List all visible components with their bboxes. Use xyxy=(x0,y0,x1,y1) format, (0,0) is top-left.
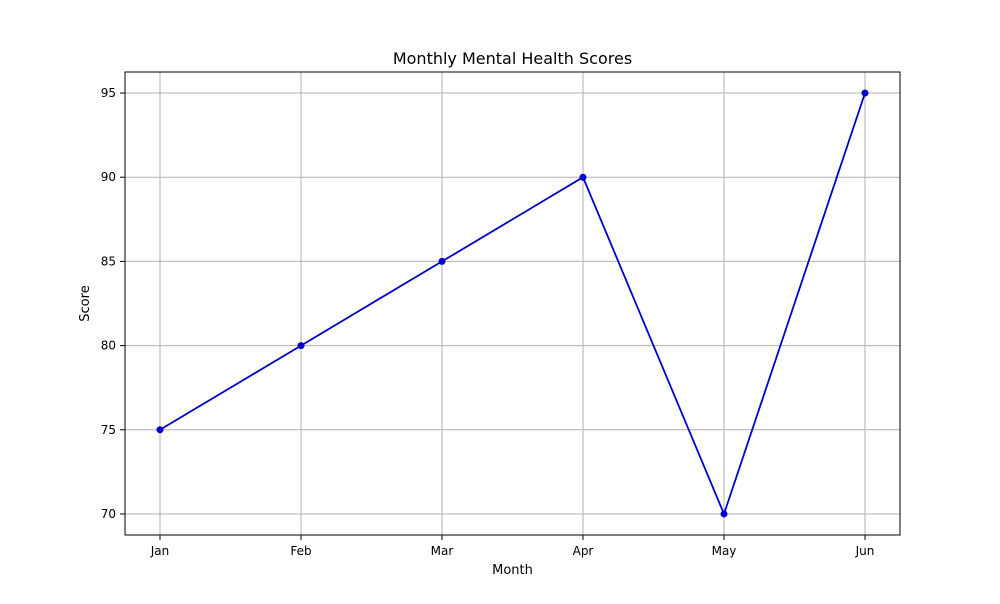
data-point xyxy=(720,510,728,518)
y-tick-label: 95 xyxy=(101,86,116,100)
x-tick-label: Jun xyxy=(855,544,875,558)
y-tick-label: 85 xyxy=(101,254,116,268)
data-point xyxy=(861,89,869,97)
y-tick-label: 75 xyxy=(101,423,116,437)
plot-frame xyxy=(124,71,901,536)
y-tick-label: 70 xyxy=(101,507,116,521)
y-axis-label: Score xyxy=(78,285,93,321)
data-point-layer xyxy=(156,89,869,518)
chart-title: Monthly Mental Health Scores xyxy=(393,49,632,68)
y-tick-label: 90 xyxy=(101,170,116,184)
x-tick-label: Jan xyxy=(150,544,170,558)
x-tick-label: Feb xyxy=(290,544,311,558)
data-point xyxy=(438,257,446,265)
data-point xyxy=(156,426,164,434)
x-tick-label: Mar xyxy=(431,544,454,558)
series-line xyxy=(159,92,866,517)
y-tick-label: 80 xyxy=(101,339,116,353)
x-axis-label: Month xyxy=(492,563,533,578)
x-tick-label: Apr xyxy=(573,544,594,558)
x-tick-label: May xyxy=(712,544,737,558)
x-axis-ticks: Jan Feb Mar Apr May Jun xyxy=(150,535,875,558)
data-point xyxy=(297,342,305,350)
data-point xyxy=(579,173,587,181)
series-line-layer xyxy=(159,92,866,517)
grid-lines xyxy=(125,72,900,535)
y-axis-ticks: 70 75 80 85 90 95 xyxy=(101,86,125,521)
